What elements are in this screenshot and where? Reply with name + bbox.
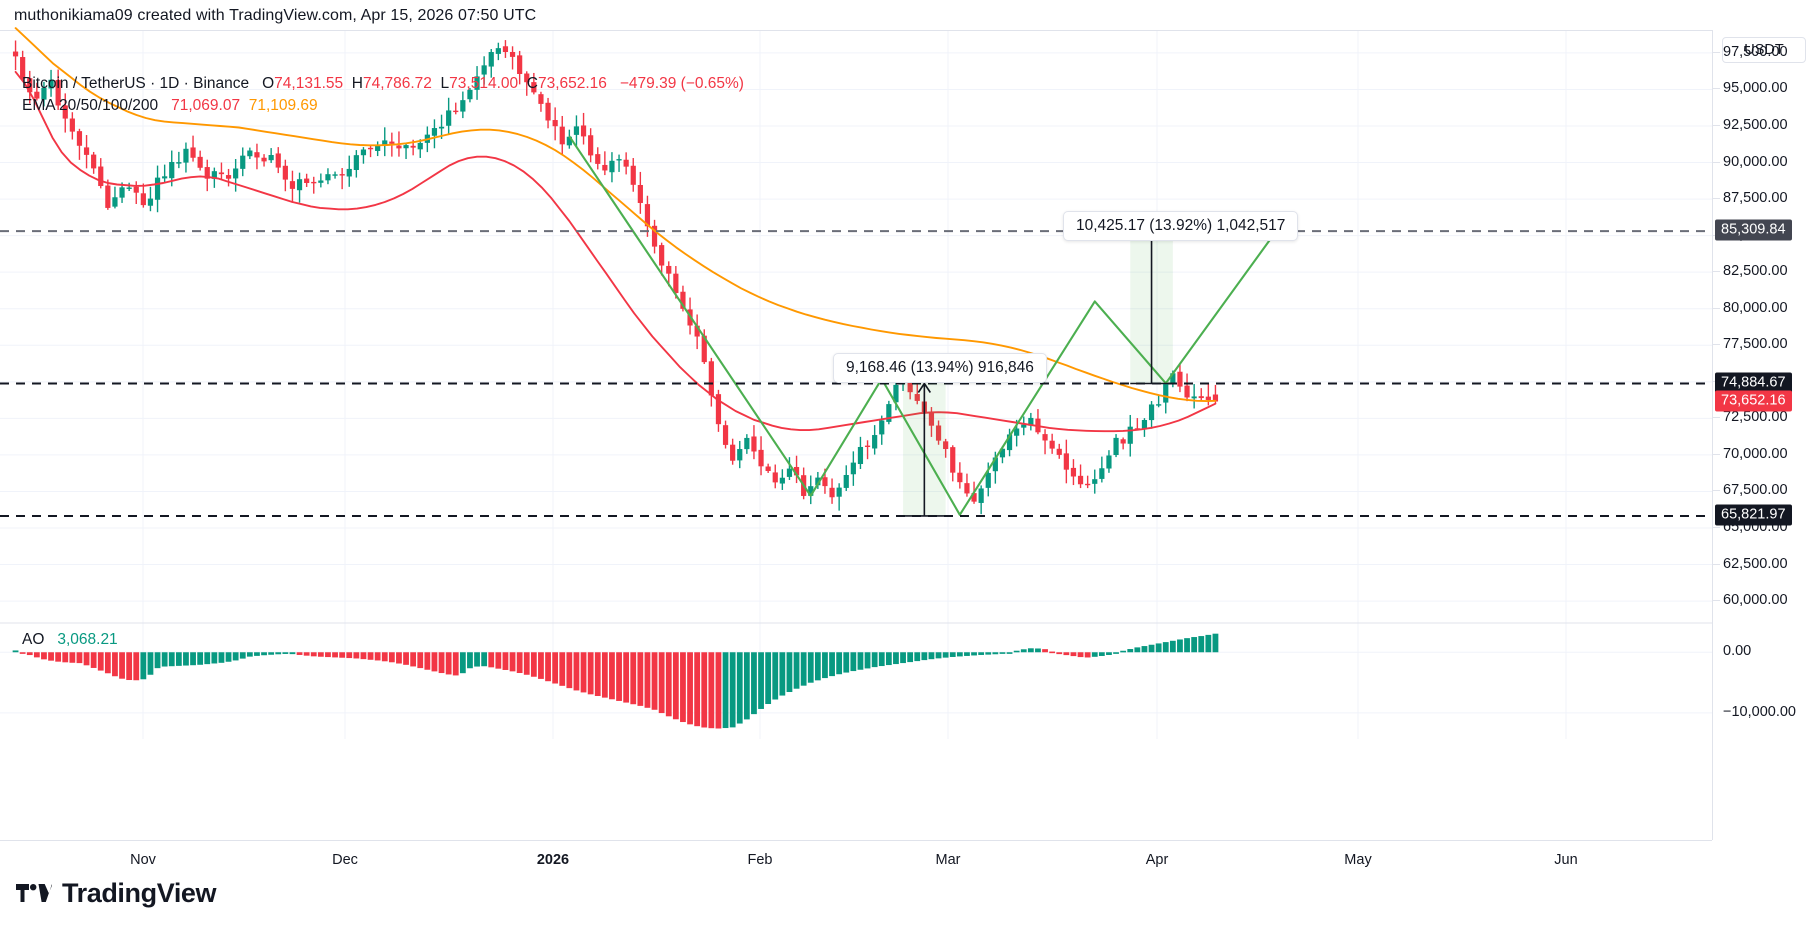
price-tick: 82,500.00: [1723, 263, 1788, 280]
chart-plot-area[interactable]: Bitcoin / TetherUS · 1D · Binance O74,13…: [0, 27, 1712, 840]
time-tick: Nov: [130, 852, 156, 868]
trend-path: [568, 135, 1281, 516]
price-tick: 80,000.00: [1723, 299, 1788, 316]
time-tick: Dec: [332, 852, 358, 868]
price-tick-marker: [1713, 563, 1720, 565]
price-tick: 90,000.00: [1723, 153, 1788, 170]
price-tick-marker: [1713, 526, 1720, 528]
legend-high-value: 74,786.72: [362, 75, 432, 92]
indicator-legend-ao[interactable]: AO 3,068.21: [22, 629, 118, 651]
time-tick: Mar: [935, 852, 961, 868]
time-scale[interactable]: Nov Dec 2026 Feb Mar Apr May Jun: [0, 840, 1712, 882]
price-tick-marker: [1713, 307, 1720, 309]
price-tick-marker: [1713, 453, 1720, 455]
price-tick-marker: [1713, 600, 1720, 602]
measure-band: [1130, 231, 1173, 384]
ao-scale-tick: −10,000.00: [1723, 703, 1796, 720]
price-tag-black[interactable]: 74,884.67: [1715, 372, 1792, 393]
price-tick-marker: [1713, 490, 1720, 492]
legend-high-label: H: [351, 75, 363, 92]
legend-symbol-row[interactable]: Bitcoin / TetherUS · 1D · Binance O74,13…: [22, 73, 744, 95]
chart-canvas: [0, 27, 1712, 739]
measure-label-2[interactable]: 10,425.17 (13.92%) 1,042,517: [1063, 211, 1299, 241]
tradingview-logo[interactable]: TradingView: [16, 878, 217, 909]
legend-symbol: Bitcoin / TetherUS · 1D · Binance: [22, 75, 250, 92]
tradingview-mark-icon: [16, 883, 52, 902]
indicator-name: AO: [22, 631, 45, 648]
price-tick: 97,500.00: [1723, 43, 1788, 60]
legend-open-label: O: [262, 75, 275, 92]
price-tick-marker: [1713, 161, 1720, 163]
indicator-value: 3,068.21: [57, 631, 118, 648]
attribution-text: muthonikiama09 created with TradingView.…: [14, 7, 537, 24]
price-tick: 95,000.00: [1723, 80, 1788, 97]
legend-open-value: 74,131.55: [274, 75, 344, 92]
price-tick: 92,500.00: [1723, 117, 1788, 133]
price-tag-red[interactable]: 73,652.16: [1715, 390, 1792, 412]
legend-low-label: L: [440, 75, 450, 92]
price-tick-marker: [1713, 88, 1720, 90]
time-tick: 2026: [536, 852, 570, 868]
price-scale[interactable]: USDT 97,500.00 95,000.00 92,500.00 90,000.0…: [1712, 30, 1814, 840]
time-tick: May: [1344, 852, 1372, 868]
price-tick-marker: [1713, 417, 1720, 419]
chart-legend: Bitcoin / TetherUS · 1D · Binance O74,13…: [22, 73, 744, 117]
legend-low-value: 73,514.00: [449, 75, 519, 92]
price-tick: 77,500.00: [1723, 336, 1788, 353]
gridlines: [0, 31, 1712, 739]
price-tick: 67,500.00: [1723, 482, 1788, 499]
measure-label-1[interactable]: 9,168.46 (13.94%) 916,846: [833, 353, 1047, 383]
legend-close-label: C: [526, 75, 538, 92]
tradingview-wordmark: TradingView: [62, 878, 217, 908]
price-tick-marker: [1713, 344, 1720, 346]
price-tick: 70,000.00: [1723, 445, 1788, 462]
price-tick: 87,500.00: [1723, 190, 1788, 207]
price-tick: 72,500.00: [1723, 409, 1788, 426]
legend-ema-title: EMA 20/50/100/200: [22, 97, 159, 114]
legend-ema-value-1: 71,069.07: [171, 97, 241, 114]
price-scale-unit[interactable]: USDT: [1722, 37, 1806, 63]
price-tick-marker: [1713, 125, 1720, 126]
price-tag-black[interactable]: 65,821.97: [1715, 504, 1792, 526]
price-tick-marker: [1713, 51, 1720, 53]
ao-scale-tick: 0.00: [1723, 643, 1752, 660]
ao-histogram: [12, 633, 1219, 729]
price-tag-dark[interactable]: 85,309.84: [1715, 219, 1792, 241]
legend-change-value: −479.39 (−0.65%): [619, 75, 744, 92]
price-tick: 62,500.00: [1723, 555, 1788, 572]
legend-ema-value-2: 71,109.69: [248, 97, 318, 114]
legend-close-value: 73,652.16: [537, 75, 607, 92]
measure-band: [903, 383, 946, 516]
time-tick: Jun: [1554, 852, 1578, 868]
legend-ema-row[interactable]: EMA 20/50/100/200 71,069.07 71,109.69: [22, 95, 744, 117]
price-tick-marker: [1713, 271, 1720, 273]
price-tick: 60,000.00: [1723, 592, 1788, 609]
time-tick: Feb: [747, 852, 773, 868]
price-tick-marker: [1713, 198, 1720, 200]
time-tick: Apr: [1145, 852, 1169, 868]
